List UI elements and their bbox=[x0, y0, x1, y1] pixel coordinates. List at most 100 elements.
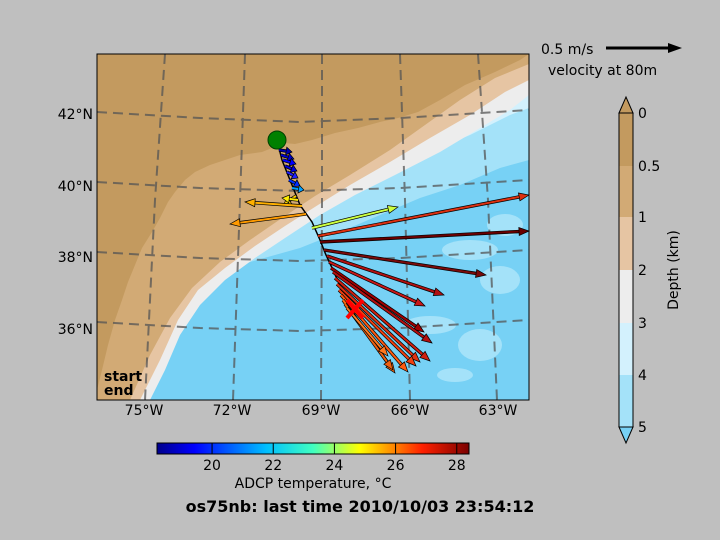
velocity-vector bbox=[286, 170, 299, 180]
seamounts bbox=[404, 214, 523, 382]
velocity-vector-head bbox=[288, 157, 297, 167]
depth-colorbar-bottom-extend bbox=[618, 426, 634, 445]
start-label: start bbox=[104, 369, 142, 385]
temperature-ticks bbox=[211, 443, 458, 454]
velocity-vector-head bbox=[297, 184, 305, 194]
velocity-scale-arrowhead bbox=[668, 43, 682, 53]
temperature-colorbar-label: ADCP temperature, °C bbox=[235, 476, 392, 492]
velocity-vector-shaft bbox=[239, 213, 307, 224]
velocity-vector bbox=[278, 146, 293, 156]
velocity-vector-shaft bbox=[317, 195, 520, 237]
velocity-vector-head bbox=[281, 194, 291, 204]
start-marker bbox=[267, 130, 287, 150]
velocity-vector bbox=[288, 178, 301, 188]
velocity-vector-shaft bbox=[330, 267, 417, 328]
temperature-colorbar-gradient bbox=[156, 442, 470, 455]
velocity-scale-label: 0.5 m/s bbox=[541, 42, 593, 58]
temp-tick-label: 24 bbox=[325, 458, 343, 474]
end-label: end bbox=[104, 383, 133, 399]
velocity-vector bbox=[284, 164, 298, 173]
velocity-vector-shaft bbox=[311, 208, 389, 229]
ship-track-map: start end bbox=[96, 53, 530, 401]
depth-tick-label: 1 bbox=[638, 210, 647, 226]
velocity-vector-head bbox=[292, 179, 301, 188]
velocity-vector bbox=[335, 282, 421, 363]
velocity-vector-head bbox=[285, 146, 293, 156]
velocity-vector bbox=[282, 157, 297, 167]
velocity-vector bbox=[244, 198, 303, 208]
depth-colorbar-label: Depth (km) bbox=[666, 230, 682, 310]
velocity-vector bbox=[345, 306, 389, 357]
velocity-vector-head bbox=[475, 268, 487, 278]
depth-tick-label: 3 bbox=[638, 316, 647, 332]
velocity-vector-shaft bbox=[336, 283, 414, 356]
velocity-vector-head bbox=[290, 171, 299, 180]
velocity-vector bbox=[323, 248, 487, 278]
temp-tick-label: 26 bbox=[387, 458, 405, 474]
lon-tick-label: 69°W bbox=[302, 403, 341, 419]
latitude-ticks: 42°N 40°N 38°N 36°N bbox=[58, 107, 93, 338]
depth-colorbar-top-extend bbox=[618, 95, 634, 114]
velocity-vector bbox=[332, 270, 433, 344]
lat-tick-label: 38°N bbox=[58, 250, 93, 266]
depth-tick-label: 4 bbox=[638, 368, 647, 384]
longitude-ticks: 75°W 72°W 69°W 66°W 63°W bbox=[125, 403, 518, 419]
velocity-vector-shaft bbox=[288, 179, 296, 185]
map-frame bbox=[96, 53, 530, 401]
velocity-vector bbox=[333, 276, 431, 362]
end-marker bbox=[345, 298, 365, 320]
lon-tick-label: 66°W bbox=[391, 403, 430, 419]
velocity-vector-shaft bbox=[254, 201, 303, 207]
plot-title: os75nb: last time 2010/10/03 23:54:12 bbox=[186, 497, 535, 516]
lon-tick-label: 63°W bbox=[479, 403, 518, 419]
velocity-vector-shaft bbox=[328, 261, 417, 303]
lat-tick-label: 42°N bbox=[58, 107, 93, 123]
velocity-vector bbox=[281, 194, 299, 204]
map-grid bbox=[97, 54, 529, 400]
velocity-vector-head bbox=[383, 358, 394, 371]
velocity-vector-head bbox=[517, 192, 530, 202]
depth-tick-label: 0 bbox=[638, 106, 647, 122]
temperature-colorbar: 20 22 24 26 28 ADCP temperature, °C bbox=[156, 442, 470, 492]
depth-tick-label: 0.5 bbox=[638, 159, 660, 175]
depth-tick-label: 5 bbox=[638, 420, 647, 436]
velocity-vector-head bbox=[518, 227, 530, 237]
velocity-vector-head bbox=[289, 164, 298, 173]
velocity-vector-shaft bbox=[334, 277, 424, 356]
velocity-vector bbox=[326, 254, 445, 297]
velocity-vector-shaft bbox=[278, 149, 287, 153]
velocity-vector-shaft bbox=[291, 187, 299, 191]
velocity-vector-shaft bbox=[326, 255, 435, 293]
velocity-vector-head bbox=[432, 287, 445, 297]
temp-tick-label: 28 bbox=[448, 458, 466, 474]
land bbox=[97, 54, 529, 390]
velocity-vector-shaft bbox=[319, 230, 520, 243]
temp-tick-label: 20 bbox=[203, 458, 221, 474]
velocity-vector-head bbox=[409, 351, 421, 363]
depth-colorbar: 0 0.5 1 2 3 4 5 Depth (km) bbox=[618, 95, 682, 445]
lat-tick-label: 36°N bbox=[58, 322, 93, 338]
lon-tick-label: 75°W bbox=[125, 403, 164, 419]
velocity-vector-shaft bbox=[284, 165, 292, 170]
velocity-vector-head bbox=[386, 205, 399, 214]
velocity-vector-head bbox=[397, 361, 409, 373]
velocity-vector-shaft bbox=[286, 171, 294, 177]
velocity-vector-head bbox=[420, 333, 433, 344]
velocity-vector bbox=[291, 184, 305, 194]
lat-tick-label: 40°N bbox=[58, 179, 93, 195]
velocity-vector-shaft bbox=[332, 271, 425, 338]
velocity-vector bbox=[328, 260, 426, 307]
velocity-vector-head bbox=[413, 297, 426, 307]
velocity-vector-head bbox=[405, 355, 417, 367]
velocity-vector-shaft bbox=[323, 249, 477, 275]
velocity-vector-head bbox=[419, 350, 431, 362]
velocity-vector-head bbox=[229, 218, 241, 228]
velocity-vector-shaft bbox=[280, 154, 289, 159]
velocity-depth-label: velocity at 80m bbox=[548, 63, 657, 79]
velocity-vector-head bbox=[244, 198, 256, 208]
velocity-vector-shaft bbox=[346, 307, 383, 350]
depth-tick-label: 2 bbox=[638, 263, 647, 279]
velocity-vector bbox=[319, 227, 530, 244]
velocity-vector-head bbox=[377, 345, 389, 357]
